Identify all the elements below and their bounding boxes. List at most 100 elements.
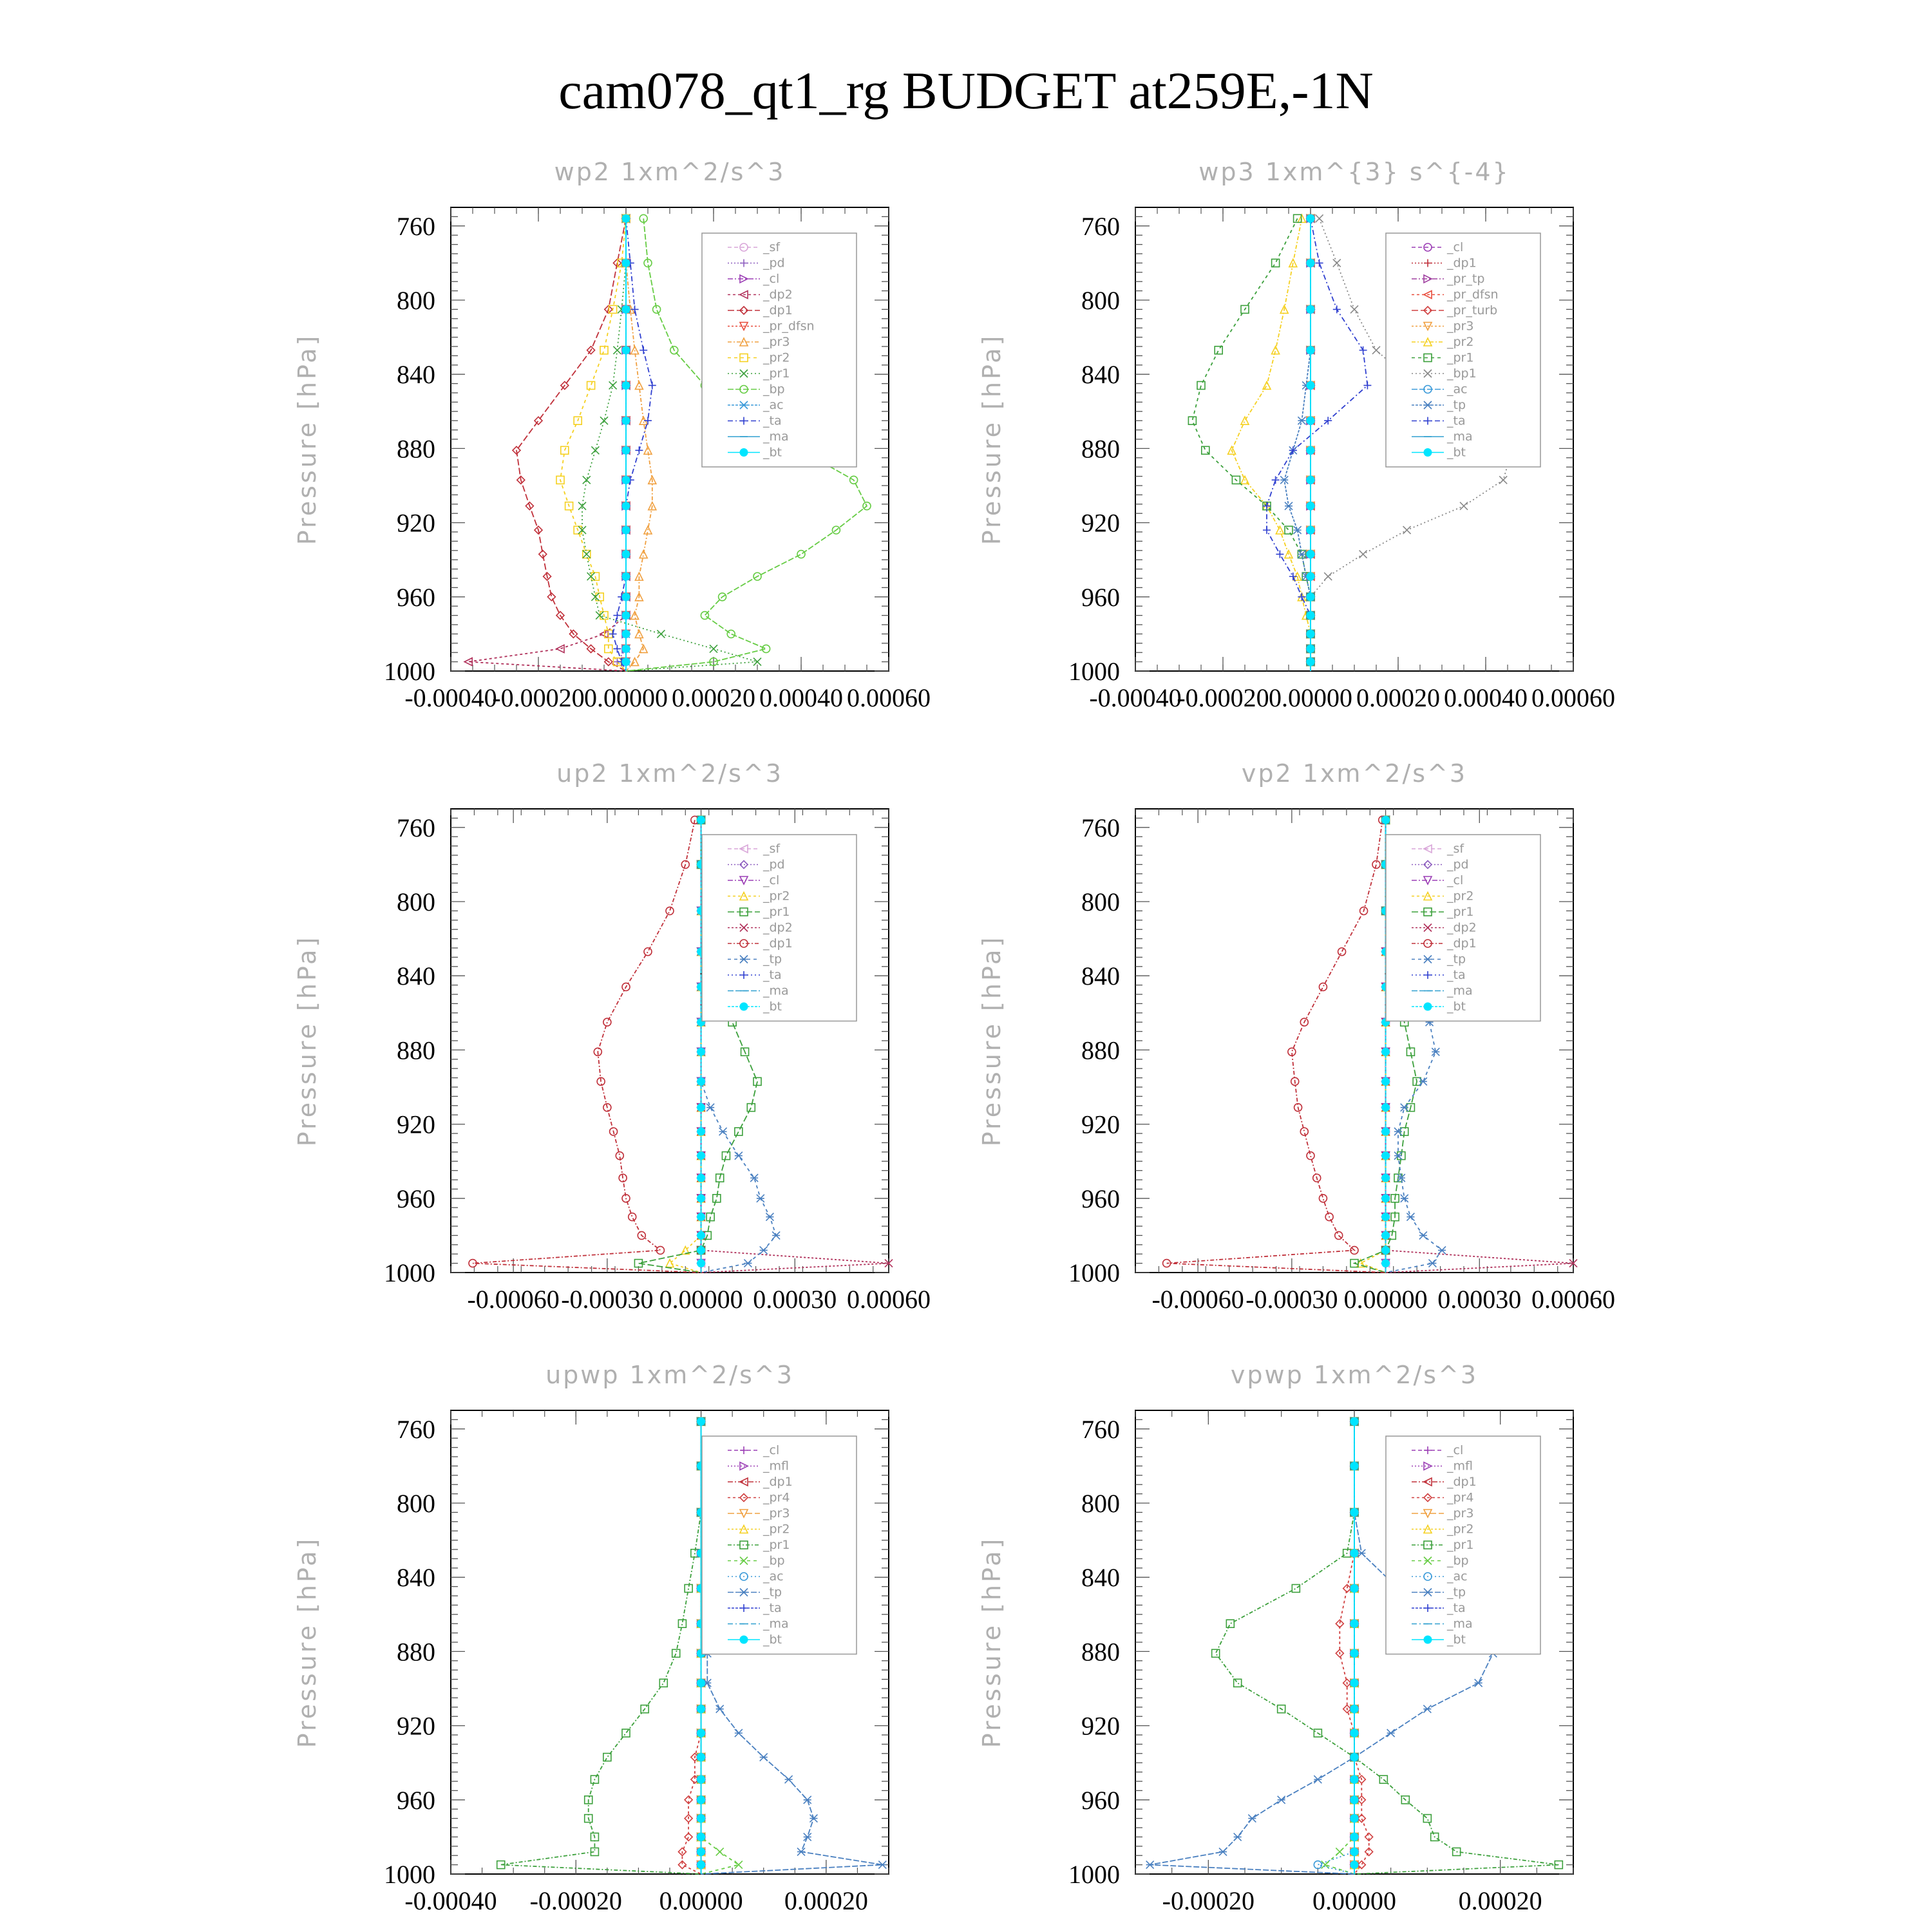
legend-entry: _dp2 [762, 288, 793, 302]
data-point [1364, 1847, 1374, 1857]
data-point [1400, 1103, 1409, 1112]
legend-marker [739, 1002, 748, 1011]
data-point [684, 1832, 694, 1842]
data-point [684, 1584, 693, 1593]
data-point [1350, 1832, 1359, 1841]
data-point [1350, 1814, 1359, 1823]
data-point [1313, 1728, 1323, 1738]
y-tick-label: 1000 [384, 1860, 435, 1889]
data-point [583, 1814, 593, 1823]
data-point [1381, 1151, 1390, 1160]
data-point [849, 475, 858, 485]
data-point [1284, 526, 1293, 535]
data-point [671, 1649, 681, 1658]
data-point [621, 305, 630, 314]
legend-entry: _pr_dfsn [762, 319, 815, 334]
data-point [656, 629, 665, 638]
data-point [586, 644, 596, 654]
x-tick-label: 0.00020 [1356, 683, 1440, 712]
y-tick-label: 1000 [1068, 1860, 1120, 1889]
legend-entry: _ac [762, 1569, 784, 1584]
legend-entry: _dp1 [762, 303, 793, 317]
data-point [1312, 1173, 1321, 1182]
data-point [1300, 1127, 1309, 1136]
data-point [715, 1705, 724, 1714]
data-point [1364, 1832, 1374, 1842]
legend: _sf _pd _cl _dp2_dp1 _pr_dfsn_pr3 _pr2_pr1 _bp… [701, 232, 857, 468]
legend-entry: _tp [1446, 952, 1466, 967]
data-point [496, 1860, 506, 1870]
legend-marker [739, 305, 749, 316]
legend-entry: _ta [1446, 968, 1466, 982]
y-tick-label: 760 [1081, 1415, 1120, 1444]
series-ta [1263, 214, 1372, 671]
legend-entry: _pr1 [1446, 905, 1473, 919]
data-point [621, 1194, 630, 1203]
x-tick-label: -0.00060 [1151, 1285, 1244, 1314]
data-point [753, 1077, 762, 1086]
legend-marker [740, 1446, 748, 1454]
data-point [600, 416, 609, 425]
series-tp [1280, 214, 1315, 671]
y-tick-label: 880 [397, 1036, 435, 1065]
legend-marker [1423, 1540, 1432, 1549]
data-point [639, 346, 648, 354]
series-line [1352, 820, 1418, 1273]
data-point [1276, 1704, 1286, 1714]
data-point [638, 549, 649, 559]
data-point [630, 656, 639, 667]
data-point [1350, 1245, 1359, 1255]
data-point [1363, 381, 1372, 390]
data-point [1280, 475, 1289, 484]
data-point [1291, 1584, 1301, 1593]
data-point [1350, 1753, 1359, 1762]
data-point [1350, 1728, 1359, 1738]
data-point [1146, 1861, 1155, 1870]
data-point [1323, 572, 1332, 581]
data-point [1554, 1860, 1564, 1870]
data-point [1381, 1259, 1390, 1268]
y-tick-label: 920 [1081, 1712, 1120, 1741]
data-point [621, 446, 630, 455]
data-point [1357, 1860, 1367, 1870]
data-point [706, 1212, 715, 1222]
y-tick-label: 1000 [1068, 1258, 1120, 1287]
x-tick-label: 0.00000 [1344, 1285, 1428, 1314]
data-point [1306, 572, 1315, 581]
data-point [647, 475, 658, 485]
legend-marker [1424, 259, 1432, 267]
legend-entry: _pr2 [1446, 889, 1473, 904]
data-point [1342, 1704, 1352, 1714]
series-line [612, 218, 653, 672]
data-point [1332, 258, 1341, 267]
legend-entry: _ma [1446, 430, 1473, 444]
data-point [715, 1847, 724, 1857]
y-tick-label: 760 [397, 1415, 435, 1444]
legend-marker [739, 1572, 748, 1581]
data-point [709, 657, 718, 667]
legend-marker [1423, 321, 1433, 332]
data-point [1350, 1549, 1359, 1558]
legend-marker [1423, 907, 1432, 916]
data-point [665, 906, 674, 916]
data-point [697, 1231, 706, 1240]
panel-2: wp3 1xm^{3} s^{-4} Pressure [hPa] 760 800 84… [978, 158, 1615, 712]
legend-marker [739, 384, 748, 394]
legend-marker [1423, 891, 1433, 901]
data-point [1350, 1258, 1359, 1268]
data-point [1403, 526, 1412, 535]
panel-6: vpwp 1xm^2/s^3 Pressure [hPa] 760 800 840 880… [978, 1361, 1574, 1915]
data-point [1350, 1508, 1359, 1517]
legend-entry: _ta [762, 1601, 782, 1615]
data-point [1397, 1173, 1406, 1182]
data-point [542, 571, 552, 582]
data-point [1350, 1461, 1359, 1470]
x-tick-label: 0.00060 [1531, 683, 1615, 712]
y-axis-label: Pressure [hPa] [978, 1537, 1006, 1748]
data-point [621, 611, 630, 620]
data-point [1459, 502, 1468, 511]
x-tick-label: 0.00000 [584, 683, 668, 712]
legend-entry: _bt [1446, 446, 1466, 460]
legend-entry: _bt [1446, 1633, 1466, 1647]
legend-marker [739, 860, 749, 869]
